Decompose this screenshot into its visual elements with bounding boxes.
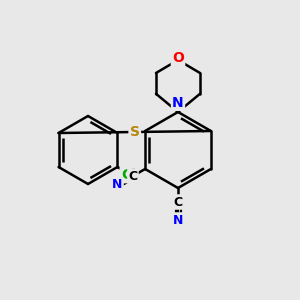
Text: O: O [172, 51, 184, 65]
Text: C: C [128, 169, 137, 182]
Text: N: N [112, 178, 123, 191]
Text: N: N [173, 214, 183, 226]
Text: C: C [173, 196, 183, 208]
Text: S: S [130, 125, 140, 139]
Text: N: N [172, 96, 184, 110]
Text: Cl: Cl [121, 168, 136, 182]
